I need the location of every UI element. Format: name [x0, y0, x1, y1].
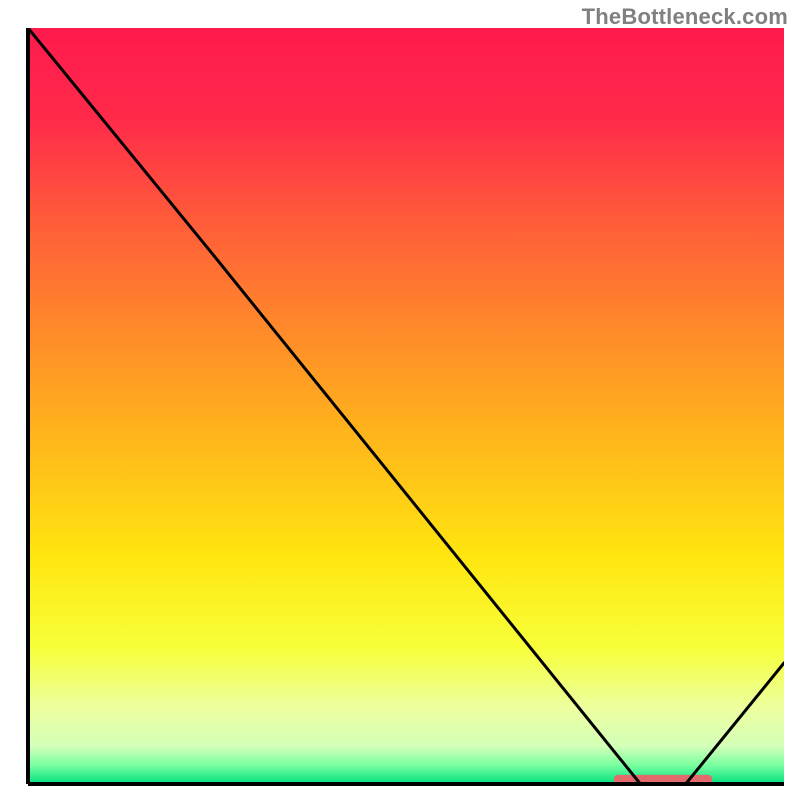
chart-container: TheBottleneck.com	[0, 0, 800, 800]
watermark-text: TheBottleneck.com	[582, 4, 788, 30]
gradient-fill	[28, 28, 784, 784]
chart-svg	[0, 0, 800, 800]
